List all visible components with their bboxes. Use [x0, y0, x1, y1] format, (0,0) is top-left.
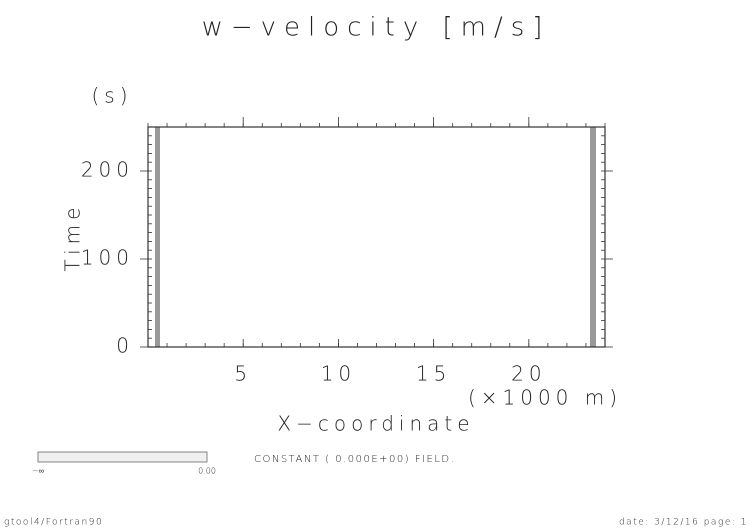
footer: date: 3/12/16 page: 1	[619, 518, 748, 528]
y-tick-label: 200	[81, 158, 134, 182]
footer: gtool4/Fortran90	[4, 518, 103, 528]
x-tick-label: 15	[416, 362, 451, 386]
colorbar-label: −∞	[32, 467, 45, 476]
x-tick-label: 20	[511, 362, 546, 386]
y-tick-label: 100	[81, 246, 134, 270]
plot-frame	[147, 126, 606, 348]
x-unit: (×1000 m)	[468, 386, 622, 410]
y-unit: (s)	[91, 84, 132, 108]
x-tick-label: 10	[321, 362, 356, 386]
colorbar	[37, 451, 208, 463]
x-axis-label: X−coordinate	[277, 412, 474, 436]
boundary-strip	[590, 127, 596, 347]
chart-title: w−velocity [m/s]	[202, 13, 551, 43]
x-tick-label: 5	[234, 362, 252, 386]
y-tick-label: 0	[116, 334, 134, 358]
colorbar-label: 0.00	[198, 467, 216, 476]
y-axis-label: Time	[61, 203, 85, 272]
annotation: CONSTANT ( 0.000E+00) FIELD.	[254, 454, 455, 465]
boundary-strip	[155, 127, 160, 347]
